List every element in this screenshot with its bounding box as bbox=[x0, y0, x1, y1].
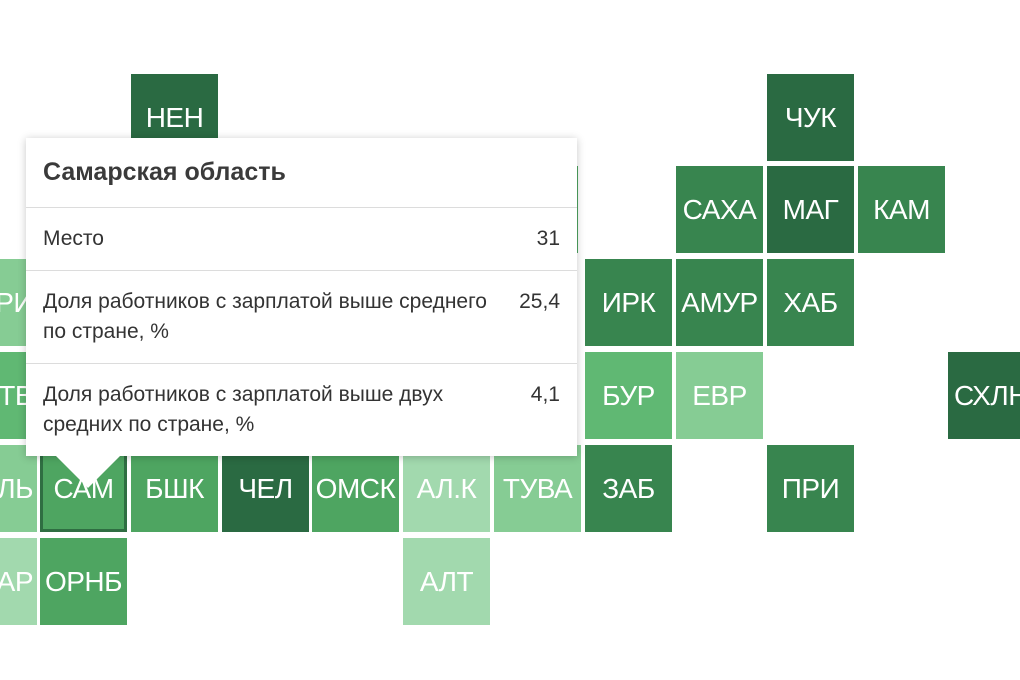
region-tile-bur[interactable]: БУР bbox=[585, 352, 672, 439]
region-tile-alt[interactable]: АЛТ bbox=[403, 538, 490, 625]
region-tile-kam[interactable]: КАМ bbox=[858, 166, 945, 253]
region-tile-amur[interactable]: АМУР bbox=[676, 259, 763, 346]
region-tile-ar[interactable]: АР bbox=[0, 538, 37, 625]
region-tile-chel[interactable]: ЧЕЛ bbox=[222, 445, 309, 532]
tooltip-row-label: Доля работников с зарплатой выше двух ср… bbox=[43, 383, 444, 436]
region-tile-alk[interactable]: АЛ.К bbox=[403, 445, 490, 532]
region-tile-evr[interactable]: ЕВР bbox=[676, 352, 763, 439]
tooltip-row-above-average: Доля работников с зарплатой выше среднег… bbox=[26, 271, 577, 364]
region-tile-ornb[interactable]: ОРНБ bbox=[40, 538, 127, 625]
region-tile-irk[interactable]: ИРК bbox=[585, 259, 672, 346]
region-tile-hab[interactable]: ХАБ bbox=[767, 259, 854, 346]
tooltip-row-label: Место bbox=[43, 227, 104, 250]
region-tile-pri[interactable]: ПРИ bbox=[767, 445, 854, 532]
region-tile-mag[interactable]: МАГ bbox=[767, 166, 854, 253]
region-tile-omsk[interactable]: ОМСК bbox=[312, 445, 399, 532]
tooltip-row-rank: Место 31 bbox=[26, 208, 577, 271]
region-tile-bshk[interactable]: БШК bbox=[131, 445, 218, 532]
tooltip-row-above-two-averages: Доля работников с зарплатой выше двух ср… bbox=[26, 364, 577, 456]
tooltip-title: Самарская область bbox=[26, 138, 577, 208]
region-tile-tuva[interactable]: ТУВА bbox=[494, 445, 581, 532]
tooltip-row-label: Доля работников с зарплатой выше среднег… bbox=[43, 290, 487, 343]
tooltip-row-value: 4,1 bbox=[530, 383, 560, 406]
region-tooltip: Самарская область Место 31 Доля работник… bbox=[26, 138, 577, 456]
region-tile-saha[interactable]: САХА bbox=[676, 166, 763, 253]
region-tile-shln[interactable]: СХЛН bbox=[948, 352, 1020, 439]
tooltip-pointer bbox=[56, 456, 120, 488]
region-tile-zab[interactable]: ЗАБ bbox=[585, 445, 672, 532]
region-tile-l[interactable]: ЛЬ bbox=[0, 445, 37, 532]
region-tile-chuk[interactable]: ЧУК bbox=[767, 74, 854, 161]
tooltip-row-value: 25,4 bbox=[519, 290, 560, 313]
tooltip-row-value: 31 bbox=[536, 227, 560, 250]
